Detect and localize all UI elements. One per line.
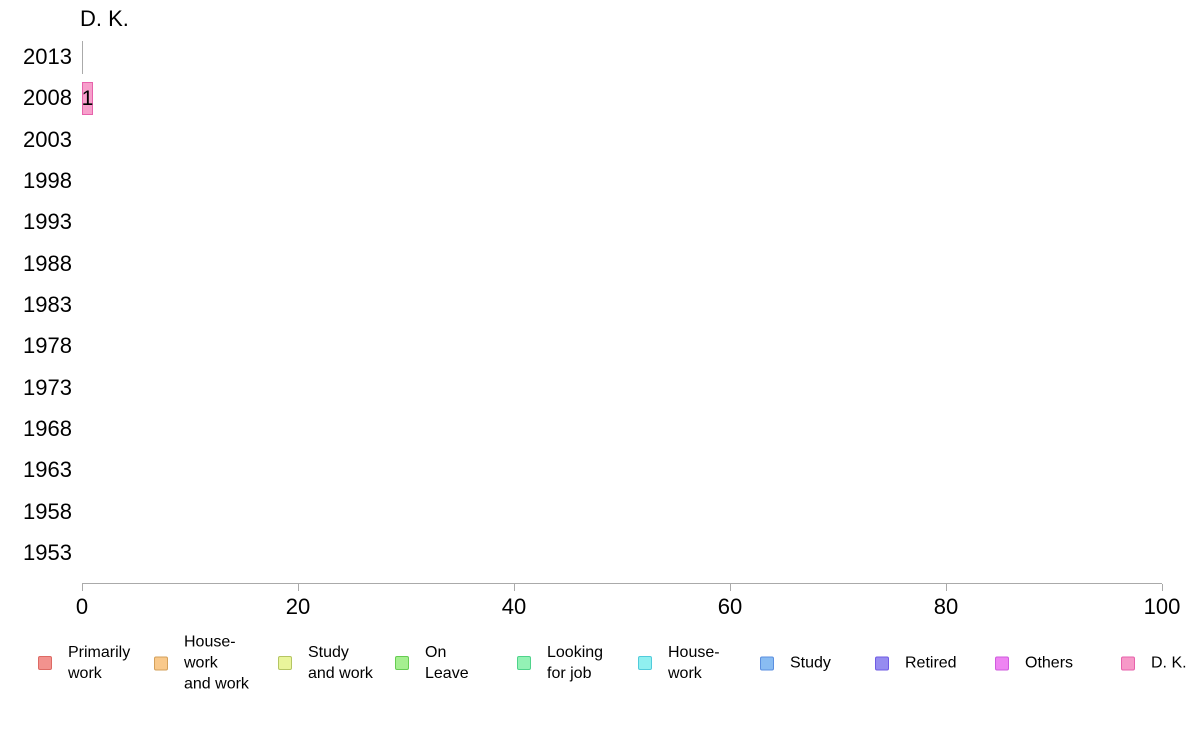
y-tick-label: 1958 xyxy=(23,498,72,524)
legend-swatch xyxy=(38,656,52,670)
x-axis-tick xyxy=(730,584,731,591)
y-tick-label: 1978 xyxy=(23,333,72,359)
y-tick-label: 1993 xyxy=(23,209,72,235)
x-tick-label: 60 xyxy=(717,594,743,619)
chart-title: D. K. xyxy=(80,6,129,31)
legend-swatch xyxy=(760,656,774,670)
y-tick-label: 1983 xyxy=(23,291,72,317)
legend-label: Looking for job xyxy=(547,644,604,682)
y-tick-label: 1963 xyxy=(23,457,72,483)
legend-item[interactable]: House-work xyxy=(638,642,720,684)
x-tick-label: 20 xyxy=(285,594,311,619)
x-axis-tick xyxy=(298,584,299,591)
legend-label: On Leave xyxy=(425,644,469,682)
legend-label: D. K. xyxy=(1151,654,1187,672)
legend-swatch xyxy=(154,656,168,670)
legend-item[interactable]: Looking for job xyxy=(517,642,603,684)
y-tick-label: 1968 xyxy=(23,415,72,441)
legend-swatch xyxy=(995,656,1009,670)
legend-item[interactable]: Retired xyxy=(875,653,957,674)
bar-value-label: 1 xyxy=(81,86,94,110)
x-tick-label: 100 xyxy=(1143,594,1181,619)
legend-swatch xyxy=(875,656,889,670)
x-tick-label: 80 xyxy=(933,594,959,619)
legend-item[interactable]: Study and work xyxy=(278,642,373,684)
x-axis-tick xyxy=(1162,584,1163,591)
zero-value-bar[interactable] xyxy=(82,40,83,74)
y-tick-label: 1988 xyxy=(23,250,72,276)
legend-label: House-work xyxy=(668,644,720,682)
y-tick-label: 2003 xyxy=(23,126,72,152)
y-tick-label: 1973 xyxy=(23,374,72,400)
x-axis-line xyxy=(82,583,1162,584)
y-tick-label: 1998 xyxy=(23,167,72,193)
legend-label: Others xyxy=(1025,654,1074,672)
legend-label: Study xyxy=(790,654,831,672)
legend-label: Retired xyxy=(905,654,957,672)
legend-item[interactable]: Study xyxy=(760,653,831,674)
legend-label: House-work and work xyxy=(184,633,249,693)
bar[interactable]: 1 xyxy=(81,81,94,115)
x-axis-tick xyxy=(514,584,515,591)
legend-item[interactable]: Others xyxy=(995,653,1073,674)
legend-item[interactable]: House-work and work xyxy=(154,632,249,695)
legend-swatch xyxy=(278,656,292,670)
y-tick-label: 2013 xyxy=(23,44,72,69)
x-tick-label: 0 xyxy=(75,594,89,619)
y-tick-label: 1953 xyxy=(23,539,72,565)
legend-label: Primarily work xyxy=(68,644,131,682)
legend-swatch xyxy=(1121,656,1135,670)
legend-label: Study and work xyxy=(308,644,373,682)
legend-item[interactable]: Primarily work xyxy=(38,642,130,684)
x-axis-tick xyxy=(82,584,83,591)
legend-item[interactable]: On Leave xyxy=(395,642,469,684)
legend-swatch xyxy=(395,656,409,670)
legend-item[interactable]: D. K. xyxy=(1121,653,1187,674)
legend-swatch xyxy=(517,656,531,670)
y-tick-label: 2008 xyxy=(23,85,72,111)
x-tick-label: 40 xyxy=(501,594,527,619)
legend-swatch xyxy=(638,656,652,670)
x-axis-tick xyxy=(946,584,947,591)
